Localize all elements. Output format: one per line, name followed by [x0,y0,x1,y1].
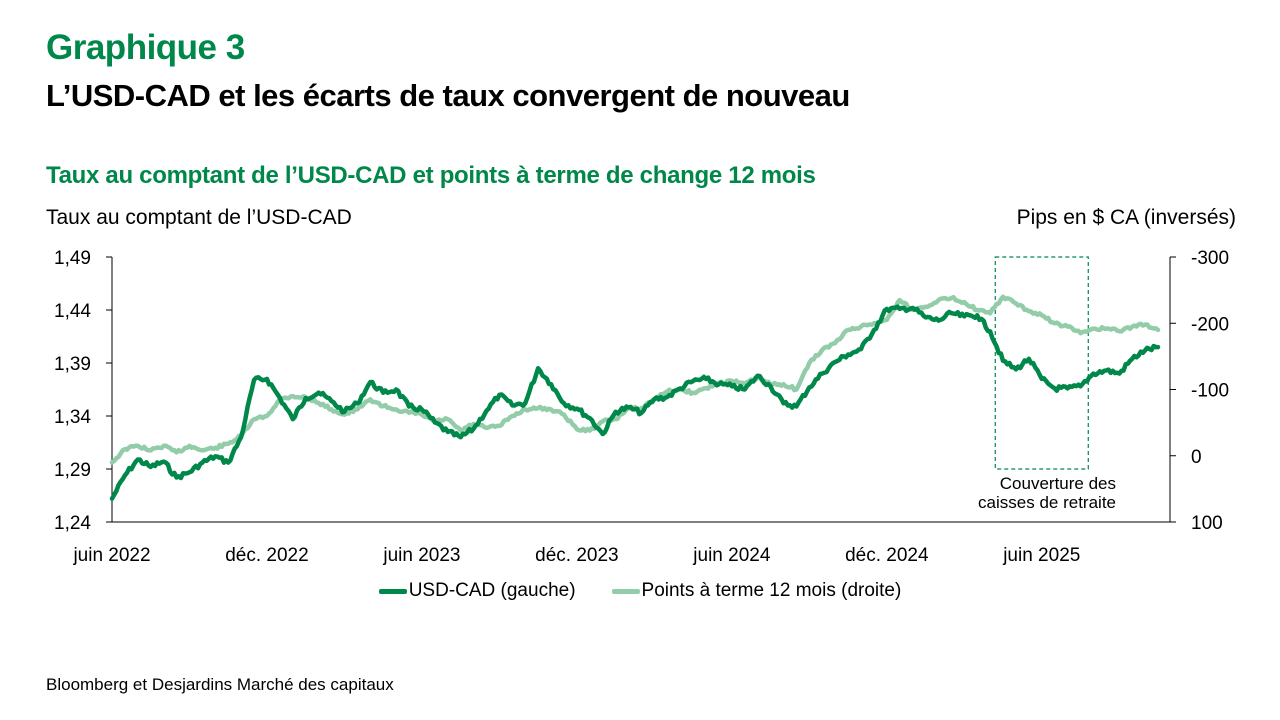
graph-number: Graphique 3 [46,28,245,67]
legend-label-usdcad: USD-CAD (gauche) [408,580,576,601]
y-tick-label-left: 1,44 [54,301,91,322]
series-usdcad-line [109,304,1161,501]
y-tick-label-right: -300 [1191,248,1229,269]
y-tick-label-left: 1,24 [54,513,91,534]
x-tick-label: juin 2023 [382,545,460,566]
annotation-text-line2: caisses de retraite [978,493,1116,512]
axes: 1,49 1,44 1,39 1,34 1,29 1,24 -300 -200 -100 0 100… [54,248,1229,566]
y-tick-label-right: -200 [1191,314,1229,335]
annotation-group: Couverture des caisses de retraite [978,256,1116,512]
x-tick-label: juin 2024 [692,545,771,566]
chart-headline: L’USD-CAD et les écarts de taux converge… [46,78,850,113]
legend-label-forward-points: Points à terme 12 mois (droite) [641,580,902,601]
legend-swatch-forward-points [611,588,640,594]
x-tick-label: déc. 2022 [225,545,308,566]
legend-item-forward-points[interactable]: Points à terme 12 mois (droite) [611,580,902,602]
chart-title: Taux au comptant de l’USD-CAD et points … [46,162,816,189]
legend: USD-CAD (gauche) Points à terme 12 mois … [0,580,1280,602]
x-tick-label: juin 2022 [72,545,150,566]
y-axis-left-label: Taux au comptant de l’USD-CAD [46,206,352,229]
x-tick-label: déc. 2024 [845,545,929,566]
x-tick-label: juin 2025 [1002,545,1080,566]
pension-hedging-box [994,256,1089,470]
y-tick-label-left: 1,34 [54,407,91,428]
source-note: Bloomberg et Desjardins Marché des capit… [46,675,394,694]
y-tick-label-left: 1,49 [54,248,91,269]
legend-swatch-usdcad [378,588,407,594]
annotation-text-line1: Couverture des [1000,474,1116,493]
y-tick-label-right: -100 [1191,381,1229,402]
x-tick-label: déc. 2023 [535,545,618,566]
y-tick-label-right: 100 [1191,513,1223,534]
y-axis-right-label: Pips en $ CA (inversés) [1016,206,1236,229]
y-tick-label-left: 1,29 [54,460,91,481]
y-tick-label-left: 1,39 [54,354,91,375]
y-tick-label-right: 0 [1191,447,1202,468]
series-group [109,294,1161,501]
legend-item-usdcad[interactable]: USD-CAD (gauche) [378,580,576,602]
